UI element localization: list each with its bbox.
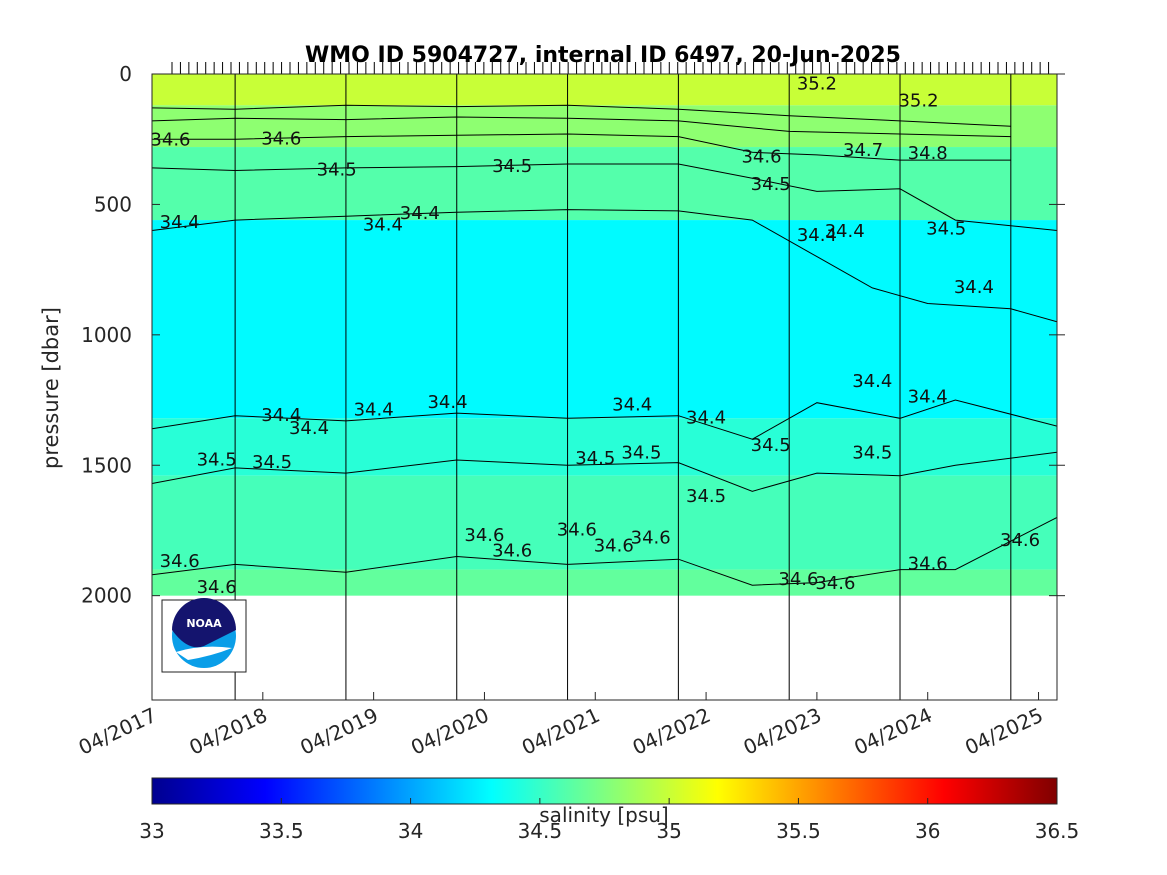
contour-label: 34.4 xyxy=(852,371,892,392)
noaa-logo-text: NOAA xyxy=(186,617,222,630)
salinity-band xyxy=(152,220,1057,419)
x-tick-label: 04/2023 xyxy=(740,703,825,760)
contour-label: 34.4 xyxy=(354,400,394,421)
salinity-band xyxy=(152,418,1057,476)
salinity-band xyxy=(152,569,1057,596)
x-tick-label: 04/2021 xyxy=(518,703,603,760)
colorbar-tick-label: 34.5 xyxy=(518,819,563,843)
salinity-field xyxy=(152,74,1057,596)
contour-label: 34.6 xyxy=(464,525,504,546)
x-axis: 04/2017 04/2018 04/2019 04/2020 04/2021 04/20… xyxy=(75,692,1047,760)
salinity-band xyxy=(152,147,1057,221)
contour-label: 34.5 xyxy=(751,174,791,195)
x-tick-label: 04/2019 xyxy=(296,703,381,760)
chart-title: WMO ID 5904727, internal ID 6497, 20-Jun… xyxy=(305,43,901,68)
contour-label: 34.6 xyxy=(778,569,818,590)
y-tick-label: 1000 xyxy=(81,323,132,347)
x-tick-label: 04/2025 xyxy=(961,703,1046,760)
contour-label: 34.6 xyxy=(741,147,781,168)
colorbar-tick-label: 33.5 xyxy=(259,819,304,843)
contour-label: 34.4 xyxy=(400,203,440,224)
colorbar-tick-label: 34 xyxy=(398,819,423,843)
colorbar xyxy=(151,777,1058,805)
contour-label: 34.6 xyxy=(492,541,532,562)
contour-label: 34.5 xyxy=(852,443,892,464)
contour-label: 34.6 xyxy=(197,577,237,598)
salinity-band xyxy=(152,74,1057,106)
x-tick-label: 04/2017 xyxy=(75,703,160,760)
x-tick-label: 04/2020 xyxy=(407,703,492,760)
colorbar-tick-label: 36 xyxy=(915,819,940,843)
contour-label: 34.5 xyxy=(197,449,237,470)
contour-label: 34.4 xyxy=(954,277,994,298)
contour-label: 34.6 xyxy=(1000,530,1040,551)
y-tick-label: 2000 xyxy=(81,584,132,608)
x-tick-label: 04/2024 xyxy=(850,703,935,760)
salinity-band xyxy=(152,475,1057,570)
colorbar-ticks: 33 33.5 34 34.5 35 35.5 36 36.5 xyxy=(139,798,1079,843)
contour-label: 34.6 xyxy=(815,573,855,594)
contour-label: 34.6 xyxy=(150,130,190,151)
year-boundary-lines xyxy=(234,74,1012,700)
contour-label: 34.5 xyxy=(751,435,791,456)
y-axis: 0 500 1000 1500 2000 xyxy=(81,62,1065,608)
x-tick-label: 04/2022 xyxy=(629,703,714,760)
contour-label: 34.5 xyxy=(686,486,726,507)
contour-label: 34.4 xyxy=(797,225,837,246)
colorbar-tick-label: 36.5 xyxy=(1035,819,1080,843)
contour-label: 34.4 xyxy=(160,212,200,233)
contour-label: 34.4 xyxy=(261,405,301,426)
contour-label: 35.2 xyxy=(797,74,837,95)
contour-label: 34.5 xyxy=(575,448,615,469)
contour-line xyxy=(152,133,1011,161)
contour-label: 34.6 xyxy=(261,128,301,149)
y-tick-label: 1500 xyxy=(81,453,132,477)
contour-label: 34.4 xyxy=(612,394,652,415)
contour-label: 34.4 xyxy=(363,215,403,236)
colorbar-tick-label: 33 xyxy=(139,819,164,843)
contour-label: 34.6 xyxy=(631,528,671,549)
y-tick-label: 0 xyxy=(119,62,132,86)
contour-label: 34.8 xyxy=(908,143,948,164)
contour-label: 34.4 xyxy=(908,387,948,408)
salinity-band xyxy=(152,105,1057,148)
contour-label: 34.5 xyxy=(492,156,532,177)
noaa-logo: NOAA xyxy=(161,598,247,673)
contour-label: 34.5 xyxy=(926,218,966,239)
contour-label: 34.4 xyxy=(427,392,467,413)
colorbar-label: salinity [psu] xyxy=(539,803,668,827)
colorbar-tick-label: 35 xyxy=(656,819,681,843)
contour-label: 34.6 xyxy=(557,520,597,541)
contour-label: 34.5 xyxy=(621,443,661,464)
contour-label: 34.5 xyxy=(252,452,292,473)
contour-label: 34.7 xyxy=(843,140,883,161)
contour-label: 34.6 xyxy=(594,535,634,556)
contour-label: 34.6 xyxy=(908,554,948,575)
profile-tick-marks xyxy=(171,62,1050,74)
contour-label: 34.4 xyxy=(686,408,726,429)
y-tick-label: 500 xyxy=(94,192,132,216)
contour-label: 34.5 xyxy=(317,160,357,181)
contour-label: 34.4 xyxy=(825,221,865,242)
contour-line xyxy=(152,209,1057,323)
contour-label: 34.6 xyxy=(160,551,200,572)
y-axis-label: pressure [dbar] xyxy=(39,307,63,469)
contour-label: 35.2 xyxy=(898,91,938,112)
colorbar-tick-label: 35.5 xyxy=(776,819,821,843)
contour-labels: 34.4 34.434.434.434.434.434.5 34.534.534.5… xyxy=(150,74,1040,598)
contour-label: 34.4 xyxy=(289,418,329,439)
x-tick-label: 04/2018 xyxy=(185,703,270,760)
plot-frame xyxy=(151,73,1058,701)
